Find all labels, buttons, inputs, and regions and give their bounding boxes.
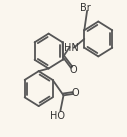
Text: Br: Br [81, 3, 91, 13]
Text: HO: HO [50, 111, 65, 121]
Text: O: O [69, 65, 77, 75]
Text: O: O [71, 88, 79, 98]
Text: HN: HN [64, 43, 79, 53]
